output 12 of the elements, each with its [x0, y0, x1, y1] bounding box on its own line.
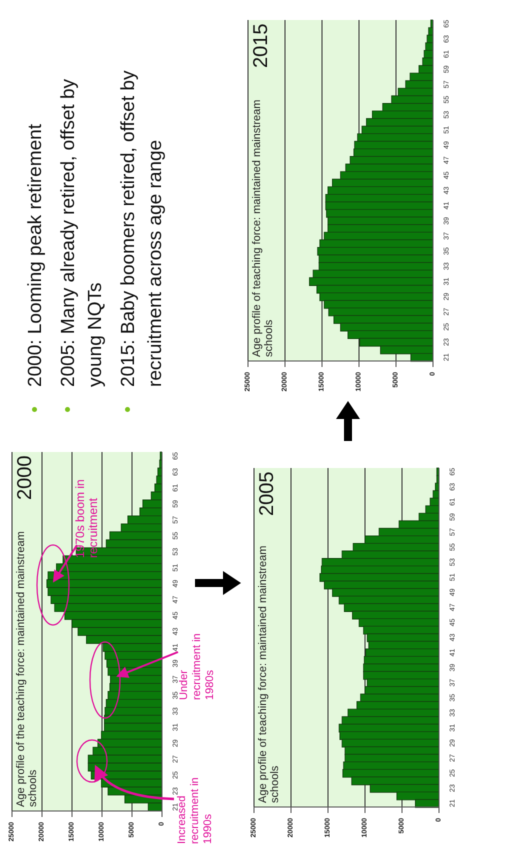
- text: Increased recruitment in 1990s: [176, 777, 214, 844]
- text: 2000: Looming peak retirement: [24, 123, 47, 387]
- text: Under recruitment in 1980s: [178, 632, 217, 700]
- text: 2015: Baby boomers retired, offset by recruitment across age range: [117, 70, 167, 387]
- text: 2005: Many already retired, offset by young NQTs: [57, 78, 107, 387]
- annotation: 1970s boom in recruitment: [73, 478, 101, 558]
- text: Age profile of teaching force: maintained mainstream schools: [257, 544, 282, 803]
- text: 2000: [14, 456, 37, 502]
- text: Age profile of teaching force: maintained mainstream schools: [251, 98, 276, 357]
- text: Age profile of the teaching force: maintained mainstream schools: [15, 530, 40, 807]
- text: 2015: [250, 24, 273, 70]
- text: 2005: [256, 472, 279, 518]
